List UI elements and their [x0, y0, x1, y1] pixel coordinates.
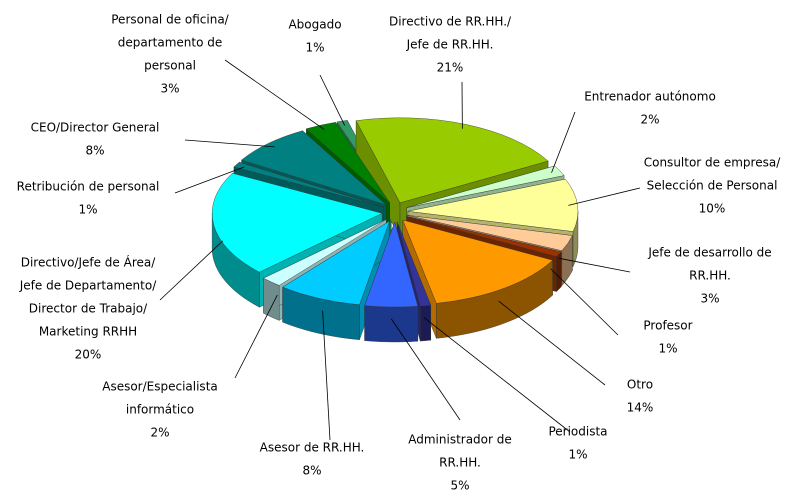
slice-top: [282, 220, 390, 305]
value-label: 8%: [85, 144, 104, 158]
value-label: 3%: [160, 82, 179, 96]
leader-line: [224, 59, 325, 130]
leader-line: [174, 166, 245, 194]
slice-top: [355, 117, 549, 204]
leader-line: [159, 240, 224, 301]
slice-label: Consultor de empresa/: [644, 156, 781, 170]
slice-top: [211, 172, 383, 273]
value-label: 1%: [305, 41, 324, 55]
leader-line: [319, 74, 346, 126]
slice-top: [305, 122, 390, 204]
slice-label: RR.HH.: [689, 269, 731, 283]
slice: [364, 221, 419, 343]
slice-wall: [420, 304, 431, 342]
slice-label: Jefe de desarrollo de: [647, 246, 771, 260]
slice-wall: [364, 305, 418, 343]
value-label: 2%: [150, 426, 169, 440]
slice-top: [263, 219, 387, 286]
slice-label: informático: [126, 403, 194, 417]
value-label: 10%: [699, 202, 726, 216]
value-label: 1%: [658, 342, 677, 356]
slice-label: Directivo de RR.HH./: [389, 15, 512, 29]
value-label: 1%: [78, 203, 97, 217]
slice-label: Personal de oficina/: [111, 13, 229, 27]
leader-line: [234, 294, 278, 379]
slice-label: Jefe de RR.HH.: [406, 38, 494, 52]
slice-label: Otro: [627, 378, 653, 392]
slice-label: Asesor de RR.HH.: [260, 441, 365, 455]
value-label: 21%: [437, 61, 464, 75]
slice-label: Directivo/Jefe de Área/: [21, 255, 157, 270]
slice-label: Retribución de personal: [17, 180, 160, 194]
slice-label: Profesor: [643, 319, 692, 333]
slice-label: departamento de: [118, 36, 223, 50]
slice-label: Abogado: [288, 18, 341, 32]
slice-label: personal: [144, 59, 196, 73]
slice-top: [241, 130, 387, 205]
leader-line: [498, 300, 606, 386]
value-label: 20%: [75, 348, 102, 362]
slice-top: [407, 215, 573, 251]
slice-wall: [556, 251, 562, 293]
leader-line: [322, 310, 331, 441]
slice-label: CEO/Director General: [31, 121, 160, 135]
leader-line: [568, 187, 641, 206]
value-label: 3%: [700, 292, 719, 306]
leader-line: [559, 257, 631, 273]
slice-label: Marketing RRHH: [39, 325, 137, 339]
pie: [211, 117, 579, 343]
leader-line: [550, 268, 619, 336]
slice-label: Periodista: [548, 425, 607, 439]
leader-line: [391, 318, 461, 421]
slice-top: [233, 161, 384, 208]
slice-top: [407, 178, 579, 232]
slice-top: [406, 165, 565, 208]
slice-label: RR.HH.: [439, 456, 481, 470]
value-label: 2%: [640, 113, 659, 127]
slice-label: Asesor/Especialista: [102, 380, 218, 394]
value-label: 14%: [627, 401, 654, 415]
slice-label: Entrenador autónomo: [584, 90, 716, 104]
slice-top: [406, 216, 562, 257]
slice-top: [364, 221, 419, 308]
slice-top: [396, 221, 432, 307]
slice-top: [402, 219, 553, 304]
leader-line: [551, 111, 576, 173]
slice-label: Jefe de Departamento/: [19, 279, 157, 293]
value-label: 1%: [568, 448, 587, 462]
value-label: 5%: [450, 479, 469, 490]
leader-line: [423, 317, 571, 433]
slice-label: Director de Trabajo/: [29, 302, 148, 316]
value-label: 8%: [302, 464, 321, 478]
leader-line: [184, 139, 275, 148]
slice-label: Selección de Personal: [647, 179, 778, 193]
slice-label: Administrador de: [408, 433, 512, 447]
